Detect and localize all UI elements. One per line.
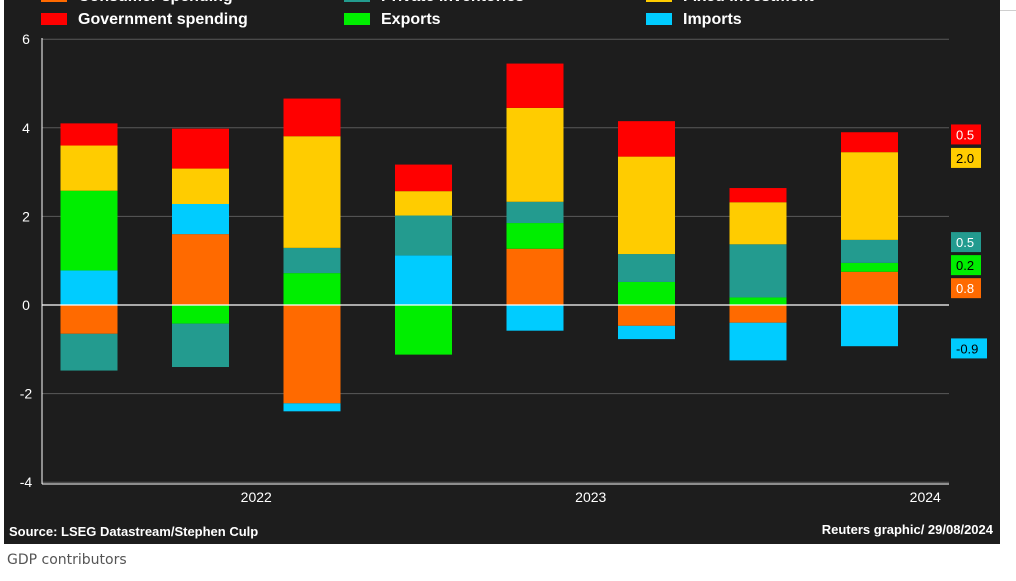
end-label-box-private-inventories xyxy=(951,232,981,253)
bar-segment-private-inventories xyxy=(395,215,452,256)
bar-segment-consumer-spending xyxy=(172,234,229,305)
bar-segment-consumer-spending xyxy=(60,305,118,334)
credit-note: Reuters graphic/ 29/08/2024 xyxy=(822,522,994,537)
bar-segment-consumer-spending xyxy=(841,271,898,305)
bar-segment-exports xyxy=(60,190,118,271)
end-label-private-inventories: 0.5 xyxy=(956,235,974,250)
bar-segment-fixed-investment xyxy=(283,136,341,248)
legend-label-imports: Imports xyxy=(683,11,742,28)
bar-segment-imports xyxy=(618,325,675,340)
end-label-box-exports xyxy=(951,255,981,276)
bar-segment-consumer-spending xyxy=(729,305,787,323)
bar-segment-fixed-investment xyxy=(618,156,675,255)
end-label-government-spending: 0.5 xyxy=(956,127,974,142)
legend-swatch-government-spending xyxy=(41,13,67,25)
end-label-imports: -0.9 xyxy=(956,341,978,356)
axes: -4 -2 0 2 4 6 2022 2023 2024 xyxy=(20,31,949,505)
bar-segment-exports xyxy=(729,297,787,305)
bar-segment-government-spending xyxy=(618,121,675,157)
end-label-box-imports xyxy=(951,338,987,359)
bar-segment-imports xyxy=(841,305,898,347)
legend-label-fixed-investment: Fixed investment xyxy=(683,0,814,5)
bar-segment-private-inventories xyxy=(172,323,229,368)
bar-segment-private-inventories xyxy=(841,239,898,263)
legend-swatch-imports xyxy=(646,13,672,25)
y-tick-label: 6 xyxy=(22,31,30,47)
bar-segment-imports xyxy=(729,322,787,361)
end-label-box-government-spending xyxy=(951,124,981,145)
chart-caption: GDP contributors xyxy=(7,552,127,568)
legend: Consumer spending Private inventories Fixe… xyxy=(41,0,814,28)
legend-label-private-inventories: Private inventories xyxy=(381,0,524,5)
bar-segment-imports xyxy=(60,270,118,305)
bar-segment-government-spending xyxy=(506,63,564,108)
bar-segment-private-inventories xyxy=(618,254,675,282)
bar-segment-government-spending xyxy=(60,123,118,146)
end-labels: 0.5 2.0 0.5 0.2 0.8 -0.9 xyxy=(951,124,987,359)
end-label-box-consumer-spending xyxy=(951,278,981,299)
bar-segment-fixed-investment xyxy=(841,152,898,240)
bar-segment-consumer-spending xyxy=(283,305,341,404)
bar-segment-fixed-investment xyxy=(172,168,229,204)
bars xyxy=(60,63,898,412)
bar-segment-exports xyxy=(395,305,452,355)
legend-swatch-private-inventories xyxy=(344,0,370,2)
top-rule xyxy=(998,10,1016,11)
legend-swatch-fixed-investment xyxy=(646,0,672,2)
gdp-contributors-chart: -4 -2 0 2 4 6 2022 2023 2024 Consumer spending Pr… xyxy=(9,0,994,539)
end-label-exports: 0.2 xyxy=(956,258,974,273)
y-tick-label: 2 xyxy=(22,208,30,224)
y-tick-label: 4 xyxy=(22,120,30,136)
end-label-consumer-spending: 0.8 xyxy=(956,281,974,296)
bar-segment-private-inventories xyxy=(506,201,564,224)
legend-swatch-exports xyxy=(344,13,370,25)
chart-panel: -4 -2 0 2 4 6 2022 2023 2024 Consumer spending Pr… xyxy=(4,0,1000,544)
bar-segment-private-inventories xyxy=(729,244,787,298)
x-year-label: 2024 xyxy=(910,489,941,505)
bar-segment-government-spending xyxy=(841,132,898,153)
bar-segment-imports xyxy=(172,203,229,235)
bar-segment-exports xyxy=(618,281,675,305)
legend-swatch-consumer-spending xyxy=(41,0,67,2)
legend-label-consumer-spending: Consumer spending xyxy=(78,0,233,5)
bar-segment-imports xyxy=(283,403,341,412)
end-label-fixed-investment: 2.0 xyxy=(956,151,974,166)
bar-segment-government-spending xyxy=(729,188,787,203)
y-tick-label: -4 xyxy=(20,474,33,490)
bar-segment-government-spending xyxy=(283,98,341,137)
bar-segment-private-inventories xyxy=(283,247,341,274)
bar-segment-fixed-investment xyxy=(60,145,118,191)
bar-segment-exports xyxy=(841,262,898,272)
bar-segment-imports xyxy=(395,255,452,305)
y-tick-label: 0 xyxy=(22,297,30,313)
bar-segment-private-inventories xyxy=(60,333,118,371)
end-label-box-fixed-investment xyxy=(951,147,981,168)
x-year-label: 2023 xyxy=(575,489,606,505)
footer: Source: LSEG Datastream/Stephen Culp Reut… xyxy=(9,522,994,539)
bar-segment-exports xyxy=(283,273,341,305)
y-tick-label: -2 xyxy=(20,386,33,402)
bar-segment-consumer-spending xyxy=(506,248,564,305)
bar-segment-fixed-investment xyxy=(729,202,787,245)
bar-segment-fixed-investment xyxy=(395,191,452,216)
bar-segment-fixed-investment xyxy=(506,107,564,202)
bar-segment-exports xyxy=(506,223,564,249)
x-year-label: 2022 xyxy=(241,489,272,505)
bar-segment-consumer-spending xyxy=(618,305,675,326)
bar-segment-government-spending xyxy=(172,128,229,169)
source-note: Source: LSEG Datastream/Stephen Culp xyxy=(9,524,258,539)
bar-segment-imports xyxy=(506,305,564,331)
legend-label-government-spending: Government spending xyxy=(78,11,248,28)
bar-segment-government-spending xyxy=(395,164,452,192)
bar-segment-exports xyxy=(172,305,229,324)
legend-label-exports: Exports xyxy=(381,11,441,28)
